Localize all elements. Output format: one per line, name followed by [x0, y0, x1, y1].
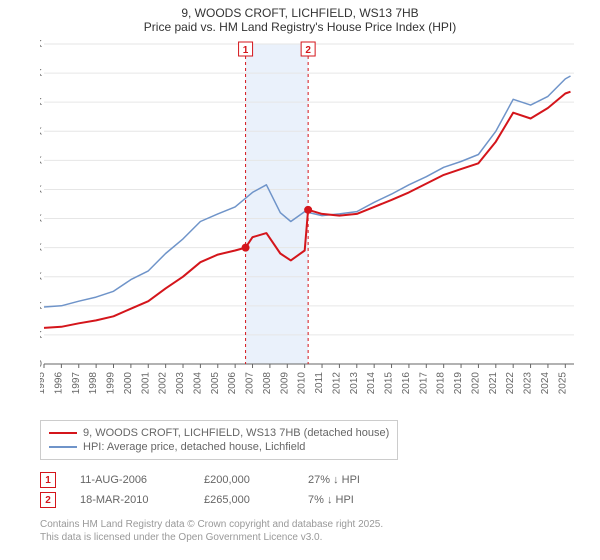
footer: Contains HM Land Registry data © Crown c…	[40, 518, 383, 544]
svg-text:2002: 2002	[158, 372, 169, 395]
svg-text:£250K: £250K	[40, 214, 42, 225]
legend-label: 9, WOODS CROFT, LICHFIELD, WS13 7HB (det…	[83, 427, 389, 439]
svg-text:2019: 2019	[453, 372, 464, 395]
sale-row: 1 11-AUG-2006 £200,000 27% ↓ HPI	[40, 472, 580, 488]
svg-text:£100K: £100K	[40, 301, 42, 312]
svg-text:2006: 2006	[227, 372, 238, 395]
legend-swatch	[49, 446, 77, 448]
sale-date: 11-AUG-2006	[80, 474, 180, 486]
svg-text:£300K: £300K	[40, 184, 42, 195]
footer-line-1: Contains HM Land Registry data © Crown c…	[40, 518, 383, 531]
legend-swatch	[49, 432, 77, 434]
svg-text:1: 1	[243, 45, 249, 56]
sale-date: 18-MAR-2010	[80, 494, 180, 506]
svg-text:£150K: £150K	[40, 272, 42, 283]
sale-marker-icon: 2	[40, 492, 56, 508]
svg-text:1999: 1999	[106, 372, 117, 395]
svg-text:2016: 2016	[401, 372, 412, 395]
svg-text:£450K: £450K	[40, 97, 42, 108]
legend-label: HPI: Average price, detached house, Lich…	[83, 441, 305, 453]
svg-text:£350K: £350K	[40, 155, 42, 166]
svg-text:2004: 2004	[192, 372, 203, 395]
svg-text:2018: 2018	[436, 372, 447, 395]
svg-text:2025: 2025	[557, 372, 568, 395]
sale-diff: 7% ↓ HPI	[308, 494, 354, 506]
svg-text:2008: 2008	[262, 372, 273, 395]
sale-row: 2 18-MAR-2010 £265,000 7% ↓ HPI	[40, 492, 580, 508]
chart-svg: £0 £50K £100K £150K £200K £250K £300K £350K £400…	[40, 40, 580, 410]
sale-diff: 27% ↓ HPI	[308, 474, 360, 486]
svg-text:£500K: £500K	[40, 68, 42, 79]
title-line-2: Price paid vs. HM Land Registry's House …	[0, 20, 600, 34]
svg-text:2001: 2001	[140, 372, 151, 395]
svg-text:£200K: £200K	[40, 243, 42, 254]
chart-title-block: 9, WOODS CROFT, LICHFIELD, WS13 7HB Pric…	[0, 0, 600, 34]
svg-text:2007: 2007	[245, 372, 256, 395]
svg-text:2005: 2005	[210, 372, 221, 395]
svg-text:2: 2	[305, 45, 311, 56]
svg-text:2022: 2022	[505, 372, 516, 395]
sale-marker-icon: 1	[40, 472, 56, 488]
svg-text:2011: 2011	[314, 372, 325, 394]
svg-text:2000: 2000	[123, 372, 134, 395]
svg-text:2023: 2023	[523, 372, 534, 395]
svg-text:2012: 2012	[331, 372, 342, 395]
svg-text:2021: 2021	[488, 372, 499, 395]
svg-text:2014: 2014	[366, 372, 377, 395]
legend-item: HPI: Average price, detached house, Lich…	[49, 441, 389, 453]
svg-text:£0: £0	[40, 359, 42, 370]
svg-text:2015: 2015	[384, 372, 395, 395]
svg-text:2020: 2020	[470, 372, 481, 395]
sale-price: £200,000	[204, 474, 284, 486]
svg-text:1997: 1997	[71, 372, 82, 395]
svg-text:2024: 2024	[540, 372, 551, 395]
svg-text:£550K: £550K	[40, 40, 42, 50]
page: 9, WOODS CROFT, LICHFIELD, WS13 7HB Pric…	[0, 0, 600, 560]
sale-rows: 1 11-AUG-2006 £200,000 27% ↓ HPI 2 18-MA…	[40, 468, 580, 512]
svg-text:2013: 2013	[349, 372, 360, 395]
svg-text:£400K: £400K	[40, 126, 42, 137]
svg-text:1998: 1998	[88, 372, 99, 395]
sale-price: £265,000	[204, 494, 284, 506]
svg-text:1995: 1995	[40, 372, 47, 395]
footer-line-2: This data is licensed under the Open Gov…	[40, 531, 383, 544]
svg-text:1996: 1996	[53, 372, 64, 395]
legend-item: 9, WOODS CROFT, LICHFIELD, WS13 7HB (det…	[49, 427, 389, 439]
legend: 9, WOODS CROFT, LICHFIELD, WS13 7HB (det…	[40, 420, 398, 460]
title-line-1: 9, WOODS CROFT, LICHFIELD, WS13 7HB	[0, 6, 600, 20]
chart: £0 £50K £100K £150K £200K £250K £300K £350K £400…	[40, 40, 580, 410]
svg-text:2009: 2009	[279, 372, 290, 395]
svg-text:2003: 2003	[175, 372, 186, 395]
svg-text:£50K: £50K	[40, 330, 42, 341]
svg-text:2017: 2017	[418, 372, 429, 395]
svg-text:2010: 2010	[297, 372, 308, 395]
